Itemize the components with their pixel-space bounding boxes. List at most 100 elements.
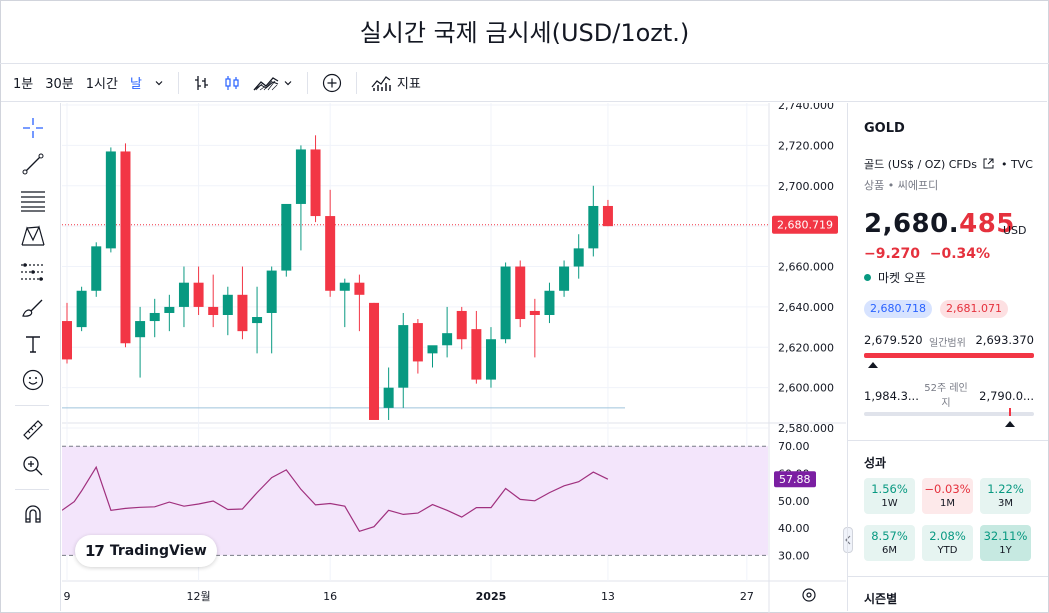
candle	[500, 262, 511, 344]
ruler-tool[interactable]	[18, 415, 48, 445]
candle	[310, 135, 321, 223]
market-status-text: 마켓 오픈	[878, 271, 926, 285]
week52-label: 52주 레인 지	[916, 379, 976, 409]
bar-chart-type-button[interactable]	[187, 68, 217, 98]
current-price-label: 2,680.719	[777, 219, 833, 232]
price-tick-label: 2,720.000	[778, 139, 834, 152]
performance-1m[interactable]: −0.03% 1M	[922, 478, 973, 514]
candle-body	[222, 294, 233, 315]
candle-body	[62, 321, 72, 360]
symbol-category: 상품 • 씨에프디	[864, 179, 939, 192]
performance-1w[interactable]: 1.56% 1W	[864, 478, 915, 514]
prediction-tool[interactable]	[18, 257, 48, 287]
candle	[237, 266, 248, 340]
panel-separator	[848, 576, 1048, 577]
interval-dropdown[interactable]	[148, 68, 170, 98]
plus-circle-icon	[322, 73, 342, 92]
price-tick-label: 2,700.000	[778, 180, 834, 193]
pattern-tool[interactable]	[18, 221, 48, 251]
fib-tool[interactable]	[18, 185, 48, 215]
time-tick-label: 27	[740, 590, 754, 603]
rsi-tick-label: 40.00	[778, 522, 810, 535]
crosshair-icon	[23, 118, 43, 138]
smiley-icon	[22, 369, 44, 391]
toolbar-separator	[306, 71, 308, 94]
current-price-badge	[772, 215, 838, 234]
candle-body	[76, 290, 87, 328]
time-tick-label: 2025	[476, 590, 507, 603]
price-axis: 2,740.0002,720.0002,700.0002,680.0002,66…	[772, 103, 838, 435]
price-tick-label: 2,640.000	[778, 301, 834, 314]
candle	[398, 312, 409, 408]
tradingview-watermark[interactable]: 17 TradingView	[75, 535, 217, 567]
settings-gear-icon[interactable]	[802, 588, 816, 602]
candle-chart-type-button[interactable]	[217, 68, 247, 98]
candle	[105, 147, 116, 253]
indicators-icon	[371, 75, 391, 91]
interval-1d[interactable]: 날	[129, 77, 142, 92]
rsi-tick-label: 30.00	[778, 549, 810, 562]
candle	[252, 286, 263, 354]
emoji-tool[interactable]	[18, 365, 48, 395]
interval-30m[interactable]: 30분	[45, 77, 74, 92]
candle-body	[354, 282, 365, 295]
candle-body	[398, 325, 409, 388]
area-chart-type-button[interactable]	[247, 68, 299, 98]
candle-body	[412, 323, 423, 362]
panel-collapse-handle[interactable]	[843, 527, 853, 553]
brush-tool[interactable]	[18, 293, 48, 323]
price-tick-label: 2,620.000	[778, 341, 834, 354]
tradingview-logo: 17	[85, 542, 105, 560]
compare-add-symbol-button[interactable]	[316, 68, 348, 98]
time-tick-label: 12월	[187, 590, 211, 603]
candle	[515, 260, 526, 328]
week52-range-row: 1,984.3... 2,790.0...	[864, 389, 1034, 403]
week52-label-line1: 52주 레인	[924, 383, 968, 394]
candle-body	[529, 310, 540, 315]
candle	[149, 298, 160, 338]
week52-label-line2: 지	[941, 398, 951, 409]
candle	[295, 145, 306, 251]
performance-6m[interactable]: 8.57% 6M	[864, 525, 915, 561]
candle-body	[442, 333, 453, 346]
price-currency: USD	[1003, 224, 1027, 237]
performance-1y[interactable]: 32.11% 1Y	[980, 525, 1031, 561]
interval-1h[interactable]: 1시간	[85, 77, 118, 92]
performance-3m[interactable]: 1.22% 3M	[980, 478, 1031, 514]
candle	[442, 306, 453, 358]
text-tool[interactable]	[18, 329, 48, 359]
text-icon	[26, 336, 40, 353]
gear-hub	[806, 592, 812, 598]
indicators-button[interactable]: 지표	[365, 68, 427, 98]
candle	[178, 266, 189, 328]
time-axis: 9 12월 16 2025 13 27	[64, 588, 816, 603]
candle	[573, 234, 584, 279]
rsi-tick-label: 50.00	[778, 495, 810, 508]
crosshair-tool[interactable]	[18, 113, 48, 143]
candle-body	[266, 270, 277, 313]
interval-1m[interactable]: 1분	[13, 77, 34, 92]
price-change-pct: −0.34%	[929, 246, 991, 262]
candle	[471, 310, 482, 384]
candle	[62, 302, 72, 364]
trendline-tool[interactable]	[18, 149, 48, 179]
day-range-marker-icon	[867, 362, 878, 368]
ruler-icon	[23, 420, 43, 440]
last-price-main: 2,680.	[864, 209, 960, 239]
tradingview-text: TradingView	[109, 543, 207, 559]
external-link-icon[interactable]	[983, 158, 994, 169]
symbol-description: 골드 (US$ / OZ) CFDs • TVC	[864, 156, 1033, 172]
candle-body	[602, 205, 613, 227]
candle-body	[573, 248, 584, 267]
candle-body	[164, 306, 175, 313]
panel-separator	[848, 440, 1048, 441]
performance-ytd[interactable]: 2.08% YTD	[922, 525, 973, 561]
symbol-description-text[interactable]: 골드 (US$ / OZ) CFDs	[864, 158, 977, 171]
trend-line-icon	[22, 153, 44, 175]
symbol-ticker: GOLD	[864, 121, 905, 136]
magnet-tool[interactable]	[18, 499, 48, 529]
tools-separator	[15, 405, 49, 406]
zoom-tool[interactable]	[18, 451, 48, 481]
week52-high: 2,790.0...	[979, 389, 1034, 403]
candle	[222, 286, 233, 336]
